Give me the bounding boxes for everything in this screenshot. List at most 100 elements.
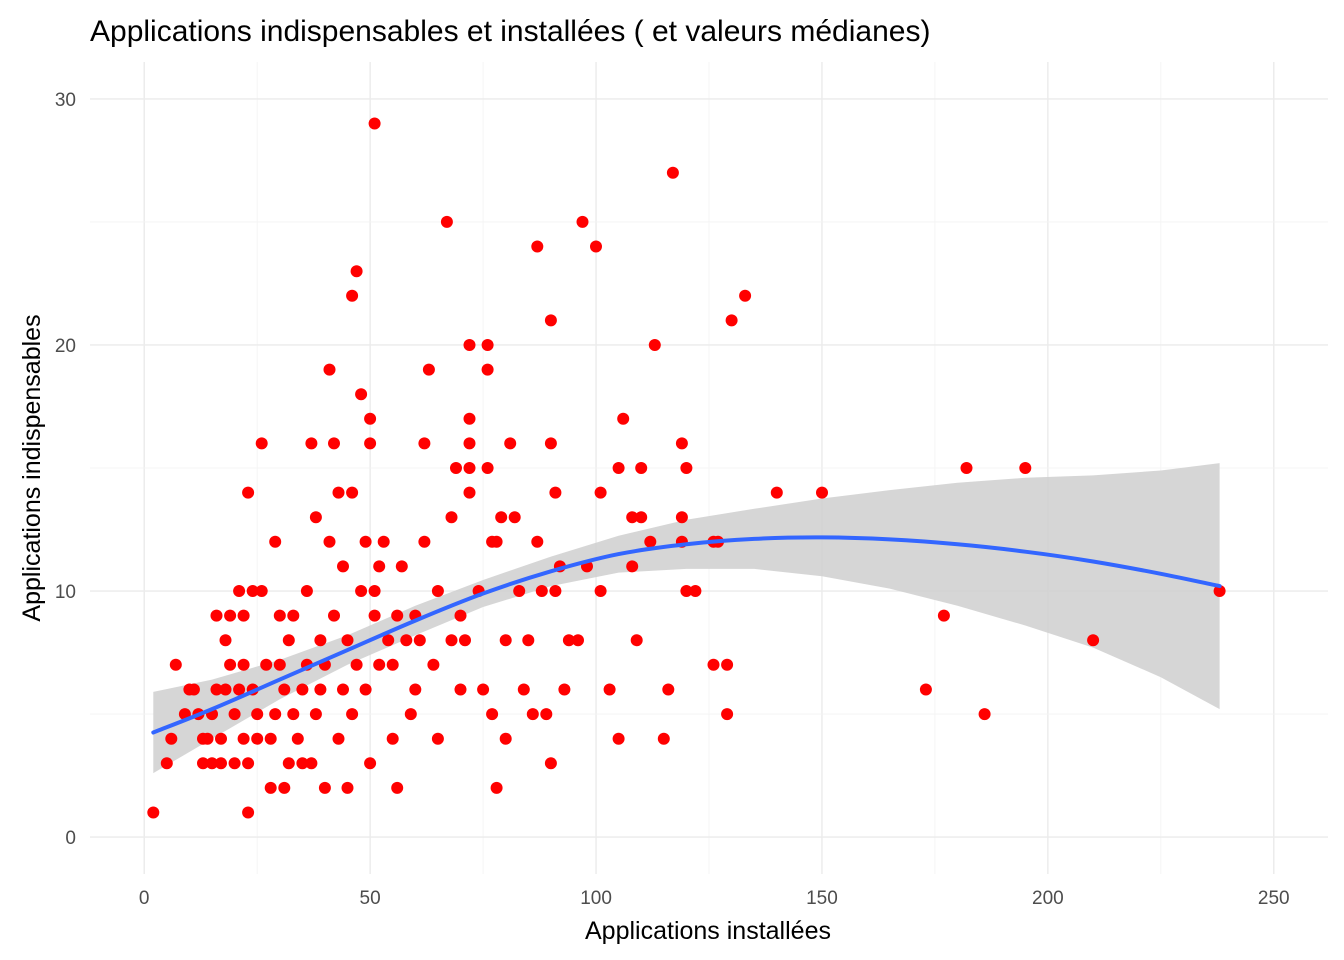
data-point xyxy=(603,683,616,696)
data-point xyxy=(309,511,322,524)
data-point xyxy=(504,437,517,450)
data-point xyxy=(242,806,255,819)
data-point xyxy=(644,535,657,548)
data-point xyxy=(409,683,422,696)
data-point xyxy=(544,757,557,770)
data-point xyxy=(463,412,476,425)
data-point xyxy=(282,757,295,770)
data-point xyxy=(463,437,476,450)
data-point xyxy=(662,683,675,696)
data-point xyxy=(368,585,381,597)
grid-lines xyxy=(90,62,1328,874)
data-point xyxy=(404,708,417,721)
data-point xyxy=(617,412,630,425)
data-point xyxy=(544,314,557,327)
data-point xyxy=(237,658,250,671)
y-axis-title: Applications indispensables xyxy=(18,314,46,621)
x-axis-title: Applications installées xyxy=(585,917,831,945)
data-point xyxy=(377,535,390,548)
x-tick-label: 250 xyxy=(1258,888,1290,909)
data-point xyxy=(373,560,386,573)
data-point xyxy=(210,609,223,622)
data-point xyxy=(531,535,544,548)
data-point xyxy=(612,732,625,745)
data-point xyxy=(594,486,607,499)
data-point xyxy=(355,585,368,597)
data-point xyxy=(576,215,589,228)
data-point xyxy=(346,708,359,721)
data-point xyxy=(391,781,404,794)
data-point xyxy=(1213,585,1226,597)
data-point xyxy=(526,708,539,721)
data-point xyxy=(431,732,444,745)
data-point xyxy=(328,437,340,450)
data-point xyxy=(666,166,679,179)
data-point xyxy=(287,708,300,721)
data-point xyxy=(721,708,734,721)
data-point xyxy=(273,609,286,622)
data-point xyxy=(675,437,688,450)
data-point xyxy=(481,462,494,474)
data-point xyxy=(463,339,476,351)
data-point xyxy=(328,609,340,622)
data-point xyxy=(675,511,688,524)
data-point xyxy=(296,757,309,770)
chart-title: Applications indispensables et installée… xyxy=(90,15,930,48)
data-point xyxy=(431,585,444,597)
data-point xyxy=(549,486,562,499)
data-point xyxy=(332,732,345,745)
data-point xyxy=(680,585,693,597)
data-point xyxy=(395,560,408,573)
data-point xyxy=(508,511,521,524)
data-point xyxy=(680,462,693,474)
data-point xyxy=(413,634,426,647)
data-point xyxy=(544,437,557,450)
data-point xyxy=(463,462,476,474)
data-point xyxy=(224,609,237,622)
data-point xyxy=(355,388,368,401)
data-point xyxy=(323,535,336,548)
data-point xyxy=(264,732,277,745)
data-point xyxy=(364,412,377,425)
data-point xyxy=(770,486,783,499)
data-point xyxy=(440,215,453,228)
data-point xyxy=(499,732,512,745)
data-point xyxy=(477,683,490,696)
data-point xyxy=(418,535,431,548)
data-point xyxy=(224,658,237,671)
data-point xyxy=(251,732,264,745)
data-point xyxy=(635,462,648,474)
data-point xyxy=(418,437,431,450)
data-point xyxy=(337,683,349,696)
data-point xyxy=(206,757,218,770)
data-point xyxy=(422,363,435,376)
data-point xyxy=(305,757,318,770)
data-point xyxy=(626,511,639,524)
data-point xyxy=(572,634,584,647)
data-point xyxy=(382,634,395,647)
data-point xyxy=(264,781,277,794)
data-point xyxy=(278,781,291,794)
data-point xyxy=(937,609,950,622)
data-point xyxy=(725,314,738,327)
data-point xyxy=(445,511,458,524)
x-tick-label: 100 xyxy=(580,888,612,909)
data-point xyxy=(255,585,268,597)
confidence-ribbon xyxy=(153,463,1220,774)
data-point xyxy=(368,609,381,622)
data-point xyxy=(386,658,399,671)
data-point xyxy=(463,486,476,499)
data-point xyxy=(278,683,291,696)
data-point xyxy=(540,708,553,721)
data-point xyxy=(309,708,322,721)
data-point xyxy=(368,117,381,130)
data-point xyxy=(513,585,526,597)
data-point xyxy=(228,708,241,721)
data-point xyxy=(350,658,363,671)
data-point xyxy=(255,437,268,450)
data-point xyxy=(495,511,508,524)
data-point xyxy=(359,535,372,548)
data-point xyxy=(359,683,372,696)
data-point xyxy=(323,363,336,376)
